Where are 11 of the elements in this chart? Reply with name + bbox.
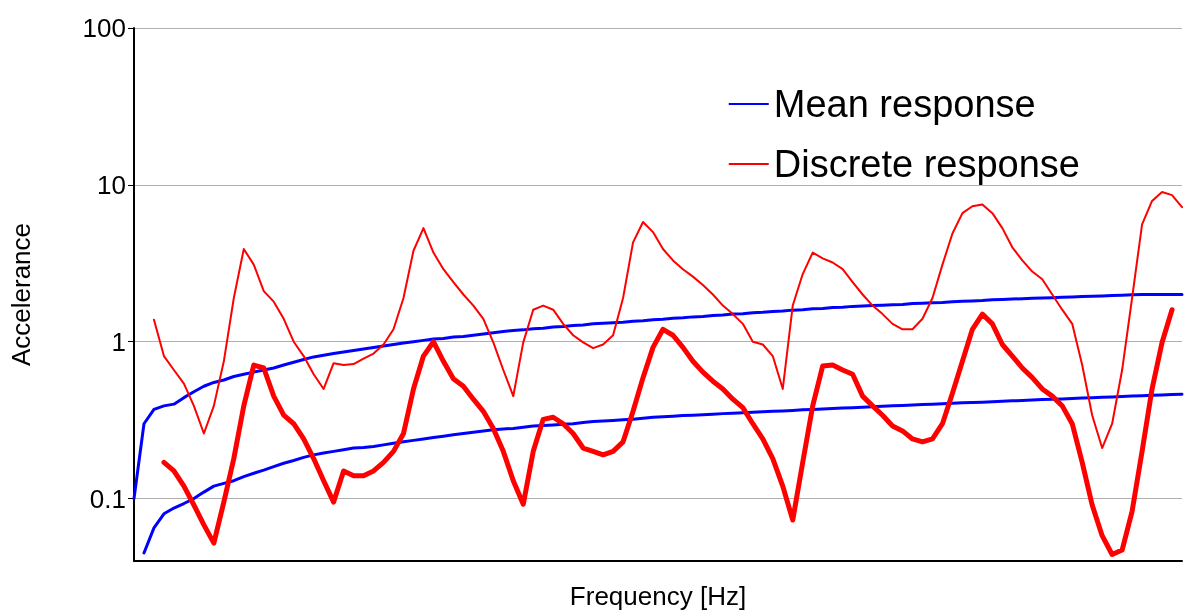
y-tick-label: 0.1: [89, 483, 126, 514]
y-tick-label: 10: [97, 169, 126, 200]
line-series: [142, 392, 1184, 555]
line-series: [152, 191, 1183, 450]
x-axis-title: Frequency [Hz]: [569, 581, 747, 611]
y-axis-title: Accelerance: [6, 222, 36, 367]
legend-label: Discrete response: [773, 143, 1080, 185]
y-tick-label: 100: [82, 13, 126, 43]
legend-label: Mean response: [773, 83, 1036, 125]
y-tick-label: 1: [111, 326, 126, 357]
line-series: [132, 293, 1184, 501]
